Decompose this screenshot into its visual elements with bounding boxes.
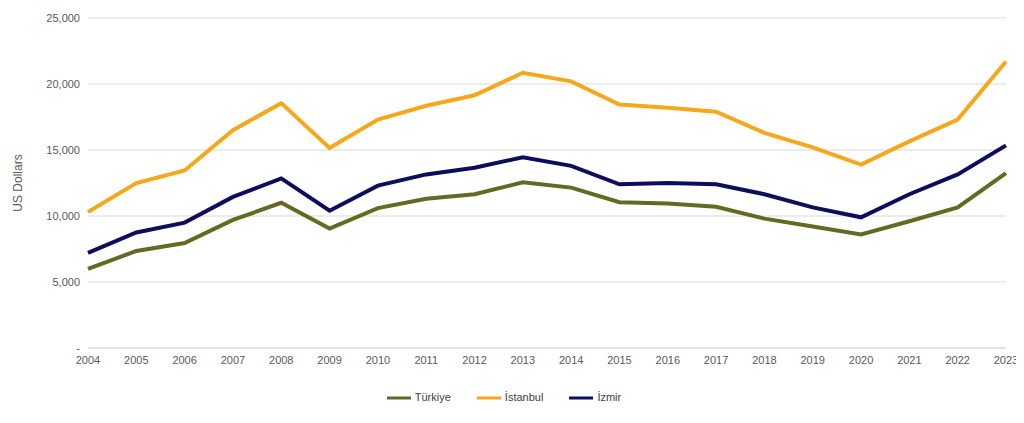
svg-text:5,000: 5,000 xyxy=(52,276,80,288)
svg-text:2013: 2013 xyxy=(511,354,535,366)
svg-text:2014: 2014 xyxy=(559,354,583,366)
svg-text:2020: 2020 xyxy=(849,354,873,366)
svg-text:2022: 2022 xyxy=(945,354,969,366)
svg-text:2010: 2010 xyxy=(366,354,390,366)
svg-text:2017: 2017 xyxy=(704,354,728,366)
html-text:İzmir: İzmir xyxy=(597,390,622,403)
svg-text:2005: 2005 xyxy=(124,354,148,366)
svg-text:2006: 2006 xyxy=(172,354,196,366)
svg-text:2009: 2009 xyxy=(317,354,341,366)
svg-text:2018: 2018 xyxy=(752,354,776,366)
svg-text:2007: 2007 xyxy=(221,354,245,366)
svg-text:-: - xyxy=(76,342,80,354)
html-text:İstanbul: İstanbul xyxy=(504,390,544,403)
svg-text:10,000: 10,000 xyxy=(46,210,80,222)
svg-text:2021: 2021 xyxy=(897,354,921,366)
svg-text:2016: 2016 xyxy=(656,354,680,366)
html-text:Türkiye: Türkiye xyxy=(414,390,451,403)
svg-text:2023: 2023 xyxy=(994,354,1016,366)
svg-text:2004: 2004 xyxy=(76,354,100,366)
svg-text:2008: 2008 xyxy=(269,354,293,366)
svg-text:2019: 2019 xyxy=(800,354,824,366)
svg-text:2012: 2012 xyxy=(462,354,486,366)
svg-text:2015: 2015 xyxy=(607,354,631,366)
svg-text:US Dollars: US Dollars xyxy=(11,154,25,211)
svg-text:2011: 2011 xyxy=(414,354,438,366)
svg-text:15,000: 15,000 xyxy=(46,144,80,156)
svg-text:20,000: 20,000 xyxy=(46,78,80,90)
svg-text:25,000: 25,000 xyxy=(46,12,80,24)
